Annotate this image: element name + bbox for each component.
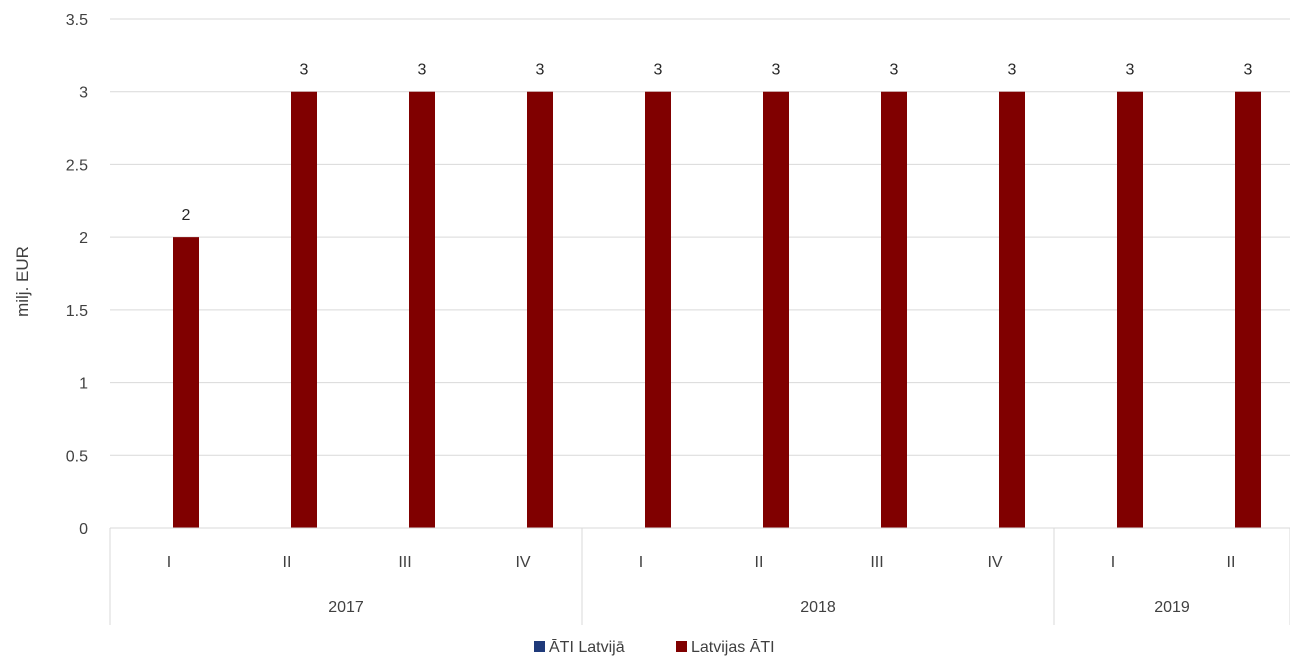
- bar-data-label: 3: [1244, 62, 1253, 79]
- bar-data-label: 3: [1008, 62, 1017, 79]
- bar-latvijas-ati: [291, 91, 317, 528]
- y-tick-label: 0: [79, 521, 88, 538]
- y-tick-label: 3.5: [66, 12, 88, 29]
- bar-latvijas-ati: [645, 91, 671, 528]
- bar-data-label: 3: [654, 62, 663, 79]
- bar-data-label: 3: [536, 62, 545, 79]
- bar-latvijas-ati: [999, 91, 1025, 528]
- x-group-label: 2019: [1154, 599, 1190, 616]
- x-group-label: 2017: [328, 599, 364, 616]
- legend-label: ĀTI Latvijā: [549, 638, 625, 656]
- bar-data-label: 3: [890, 62, 899, 79]
- bar-latvijas-ati: [409, 91, 435, 528]
- y-axis-ticks: 0 0.5 1 1.5 2 2.5 3 3.5: [66, 12, 88, 538]
- x-category-label: I: [639, 554, 643, 571]
- y-tick-label: 0.5: [66, 448, 88, 465]
- y-tick-label: 1.5: [66, 303, 88, 320]
- x-category-label: I: [1111, 554, 1115, 571]
- y-axis-title: milj. EUR: [13, 246, 32, 317]
- bar-latvijas-ati: [881, 91, 907, 528]
- bar-latvijas-ati: [1117, 91, 1143, 528]
- bars: [173, 91, 1261, 528]
- x-group-label: 2018: [800, 599, 836, 616]
- bar-data-label: 3: [300, 62, 309, 79]
- bar-latvijas-ati: [763, 91, 789, 528]
- x-category-label: I: [167, 554, 171, 571]
- bar-data-label: 2: [182, 207, 191, 224]
- bar-latvijas-ati: [1235, 91, 1261, 528]
- legend-swatch: [534, 641, 545, 652]
- bar-latvijas-ati: [527, 91, 553, 528]
- x-category-label: II: [755, 554, 764, 571]
- data-labels: 2 3 3 3 3 3 3 3 3 3: [182, 62, 1253, 224]
- y-tick-label: 2: [79, 230, 88, 247]
- bar-data-label: 3: [772, 62, 781, 79]
- x-category-label: II: [1227, 554, 1236, 571]
- bar-data-label: 3: [1126, 62, 1135, 79]
- y-tick-label: 1: [79, 376, 88, 393]
- gridlines: [110, 18, 1290, 456]
- x-category-label: III: [870, 554, 883, 571]
- x-category-label: IV: [515, 554, 530, 571]
- bar-data-label: 3: [418, 62, 427, 79]
- x-category-label: IV: [987, 554, 1002, 571]
- x-category-label: III: [398, 554, 411, 571]
- x-category-label: II: [283, 554, 292, 571]
- y-tick-label: 3: [79, 85, 88, 102]
- legend-swatch: [676, 641, 687, 652]
- bar-latvijas-ati: [173, 237, 199, 528]
- legend: ĀTI Latvijā Latvijas ĀTI: [534, 638, 775, 656]
- legend-label: Latvijas ĀTI: [691, 638, 775, 656]
- y-tick-label: 2.5: [66, 157, 88, 174]
